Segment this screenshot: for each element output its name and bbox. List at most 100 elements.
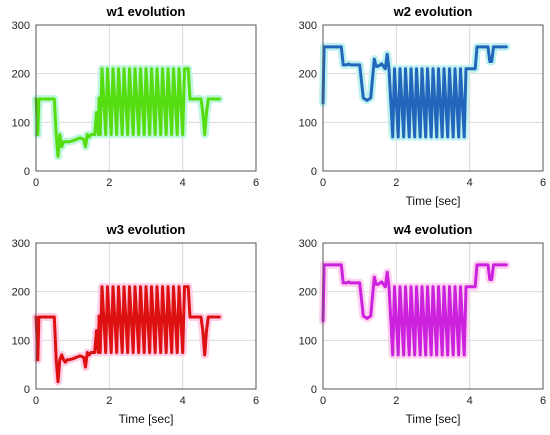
data-point [377, 283, 379, 286]
data-point [205, 111, 208, 114]
data-point [121, 133, 123, 136]
x-tick-label: 0 [33, 177, 39, 189]
data-point [380, 63, 383, 65]
data-point [53, 316, 56, 318]
data-point [123, 286, 125, 288]
data-point [92, 351, 94, 354]
data-point [373, 58, 376, 60]
x-tick-label: 6 [540, 395, 546, 407]
data-point [476, 46, 478, 48]
data-point [448, 286, 451, 288]
data-point [95, 111, 98, 114]
data-point [388, 286, 390, 288]
data-point [441, 136, 443, 138]
data-point [167, 68, 169, 70]
data-point [323, 264, 325, 266]
data-point [176, 351, 178, 354]
data-point [68, 359, 70, 361]
data-point [55, 359, 57, 361]
data-point [459, 286, 462, 288]
x-tick-label: 4 [180, 395, 186, 407]
data-point [323, 46, 325, 48]
data-point [82, 356, 85, 359]
data-point [426, 68, 429, 70]
data-point [413, 136, 416, 138]
data-point [37, 359, 39, 361]
data-point [437, 286, 440, 288]
data-point [424, 354, 427, 356]
data-point [110, 133, 112, 136]
y-tick-label: 300 [12, 238, 30, 250]
data-point [408, 354, 410, 356]
data-point [178, 68, 180, 70]
data-point [145, 286, 147, 288]
subplot-1: 0 2 4 6 0 100 200 300 w1 evolution [12, 4, 259, 189]
data-point [358, 282, 361, 284]
data-point [143, 351, 145, 354]
data-point [134, 286, 136, 288]
data-point [60, 145, 63, 148]
axes-frame [35, 24, 257, 172]
data-point [106, 286, 109, 288]
data-point [384, 286, 387, 288]
data-point [373, 276, 376, 278]
data-point [115, 351, 118, 354]
data-point [62, 141, 65, 143]
data-point [344, 282, 346, 284]
data-point [117, 286, 120, 288]
data-point [342, 282, 344, 284]
data-point [165, 133, 167, 136]
data-point [494, 46, 497, 48]
data-point [358, 64, 361, 66]
subplot-2: 0 2 4 6 0 100 200 300 w2 evolution Time [sec] [299, 4, 546, 208]
data-point [132, 351, 134, 354]
data-point [476, 264, 478, 266]
data-point [202, 329, 204, 332]
data-point [170, 351, 173, 354]
data-point [121, 351, 123, 354]
data-point [483, 264, 486, 266]
data-point [90, 351, 92, 354]
data-point [402, 136, 405, 138]
y-tick-label: 100 [12, 117, 30, 129]
data-point [106, 68, 109, 70]
data-point [349, 282, 352, 284]
data-point [388, 68, 390, 70]
data-point [161, 286, 164, 288]
data-point [399, 286, 401, 288]
data-point [441, 354, 443, 356]
axes-frame [322, 242, 544, 390]
data-point [203, 354, 206, 356]
data-point [189, 98, 191, 100]
data-point [346, 64, 348, 66]
data-point [128, 286, 131, 288]
data-point [66, 141, 68, 143]
chart-title: w3 evolution [106, 222, 186, 237]
data-point [463, 136, 465, 138]
chart-title: w1 evolution [106, 4, 186, 19]
data-point [75, 138, 78, 141]
data-point [128, 68, 131, 70]
data-point [408, 136, 410, 138]
data-point [386, 271, 388, 274]
data-point [393, 286, 396, 288]
x-tick-label: 2 [106, 395, 112, 407]
data-point [115, 133, 118, 136]
data-point [57, 380, 59, 383]
data-point [347, 281, 350, 283]
data-point [386, 53, 388, 55]
data-point [170, 133, 173, 136]
data-point [468, 68, 471, 70]
data-point [342, 64, 344, 66]
data-point [84, 366, 87, 368]
data-point [150, 68, 153, 70]
x-tick-label: 6 [253, 177, 259, 189]
data-point [474, 286, 476, 288]
y-tick-label: 200 [299, 69, 317, 81]
data-point [366, 317, 368, 320]
data-point [443, 68, 445, 70]
data-point [97, 351, 100, 354]
data-point [126, 351, 129, 354]
data-point [176, 133, 178, 136]
chart-title: w2 evolution [393, 4, 473, 19]
